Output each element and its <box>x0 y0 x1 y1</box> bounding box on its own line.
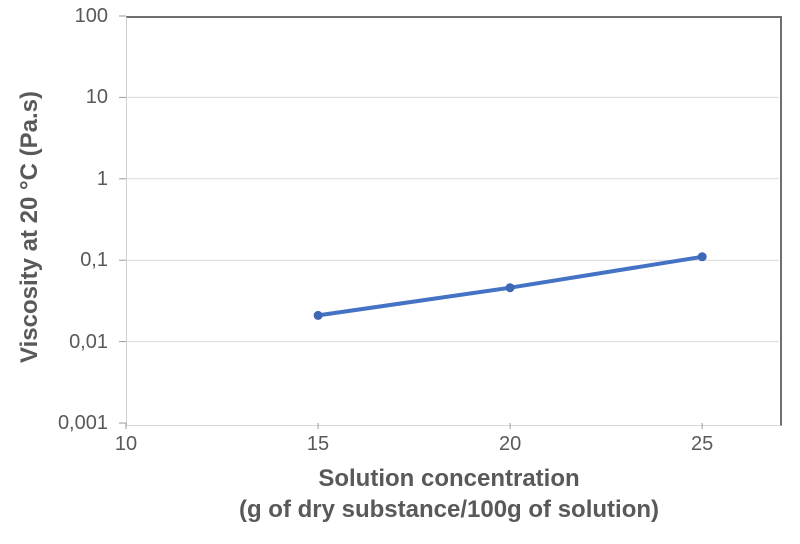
data-point-marker <box>313 310 323 320</box>
x-axis-title-line1: Solution concentration <box>318 465 580 492</box>
x-tick-label: 25 <box>691 433 714 455</box>
x-tick-label: 10 <box>114 433 138 455</box>
y-tick-label: 10 <box>85 86 108 109</box>
x-axis-title: Solution concentration (g of dry substan… <box>99 463 799 525</box>
y-tick-label: 0,1 <box>80 249 108 272</box>
y-tick-label: 100 <box>74 5 108 27</box>
y-tick-label: 0,001 <box>57 412 108 434</box>
x-tick-label: 20 <box>498 433 522 455</box>
data-series-svg <box>119 15 779 429</box>
data-point-marker <box>697 252 707 262</box>
x-axis-title-line2: (g of dry substance/100g of solution) <box>238 496 660 523</box>
x-tick-label: 15 <box>306 433 330 455</box>
plot-area <box>119 15 782 429</box>
y-tick-label: 1 <box>96 167 108 190</box>
data-point-marker <box>505 283 515 293</box>
y-tick-label: 0,01 <box>69 330 108 353</box>
